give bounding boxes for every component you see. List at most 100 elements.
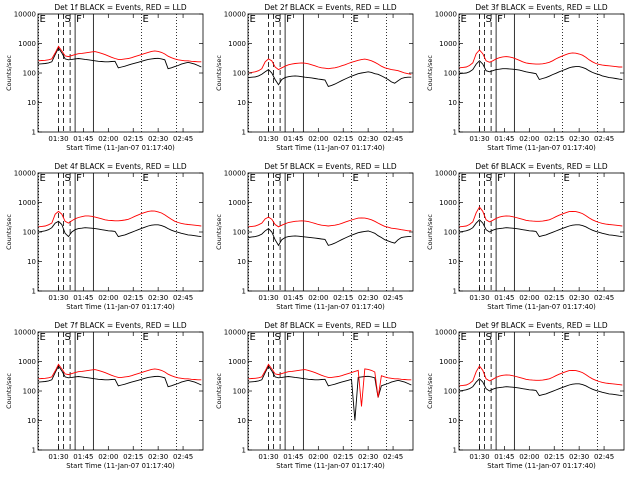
y-tick-label: 100 xyxy=(233,229,246,237)
series-events-line xyxy=(248,228,412,247)
series-events-line xyxy=(38,47,202,70)
panel-1: Det 1f BLACK = Events, RED = LLD E S F E 1 10 1… xyxy=(5,3,204,152)
x-tick-label: 02:15 xyxy=(123,453,143,461)
marker-label: S xyxy=(64,173,70,184)
x-tick-label: 01:30 xyxy=(469,135,489,143)
y-tick-label: 1 xyxy=(242,129,246,137)
y-axis-label: Counts/sec xyxy=(215,55,223,91)
x-tick-label: 01:30 xyxy=(48,453,68,461)
marker-label: F xyxy=(497,14,503,25)
marker-label: F xyxy=(76,173,82,184)
y-tick-label: 100 xyxy=(444,388,457,396)
x-tick-label: 02:15 xyxy=(544,135,564,143)
x-tick-label: 01:30 xyxy=(469,294,489,302)
y-tick-label: 10 xyxy=(27,258,36,266)
panel-2: Det 2f BLACK = Events, RED = LLD E S F E 1 10 1… xyxy=(215,3,414,152)
y-tick-label: 10000 xyxy=(435,11,457,19)
x-tick-label: 02:30 xyxy=(569,294,589,302)
marker-label: S xyxy=(274,332,280,343)
marker-label: S xyxy=(274,173,280,184)
x-tick-label: 01:30 xyxy=(469,453,489,461)
x-tick-label: 02:15 xyxy=(333,294,353,302)
x-tick-label: 02:30 xyxy=(569,135,589,143)
marker-label: E xyxy=(461,173,467,184)
marker-label: E xyxy=(143,14,149,25)
x-axis-label: Start Time (11-Jan-07 01:17:40) xyxy=(276,303,385,311)
x-tick-label: 02:30 xyxy=(358,135,378,143)
x-tick-label: 01:45 xyxy=(494,135,514,143)
x-tick-label: 02:45 xyxy=(594,453,614,461)
y-axis-label: Counts/sec xyxy=(426,55,434,91)
y-tick-label: 1000 xyxy=(228,199,246,207)
x-tick-label: 02:45 xyxy=(173,453,193,461)
marker-label: E xyxy=(564,332,570,343)
marker-label: F xyxy=(497,173,503,184)
y-tick-label: 1 xyxy=(32,447,36,455)
y-tick-label: 10 xyxy=(448,258,457,266)
x-tick-label: 02:30 xyxy=(148,135,168,143)
series-events-line xyxy=(38,365,202,388)
x-tick-label: 01:45 xyxy=(73,135,93,143)
marker-label: E xyxy=(564,14,570,25)
x-axis-label: Start Time (11-Jan-07 01:17:40) xyxy=(66,303,175,311)
series-lld-line xyxy=(248,216,412,232)
x-tick-label: 02:15 xyxy=(333,135,353,143)
series-lld-line xyxy=(459,206,623,228)
x-axis-label: Start Time (11-Jan-07 01:17:40) xyxy=(276,462,385,470)
y-tick-label: 1 xyxy=(453,288,457,296)
y-tick-label: 1 xyxy=(32,288,36,296)
x-tick-label: 02:00 xyxy=(519,135,539,143)
marker-label: E xyxy=(143,173,149,184)
y-axis-label: Counts/sec xyxy=(426,373,434,409)
x-tick-label: 01:30 xyxy=(258,135,278,143)
x-tick-label: 02:00 xyxy=(519,294,539,302)
series-lld-line xyxy=(38,45,202,63)
marker-label: S xyxy=(64,14,70,25)
x-tick-label: 01:45 xyxy=(283,135,303,143)
x-tick-label: 02:30 xyxy=(148,294,168,302)
x-axis-label: Start Time (11-Jan-07 01:17:40) xyxy=(66,462,175,470)
y-tick-label: 1000 xyxy=(439,358,457,366)
y-tick-label: 10000 xyxy=(14,329,36,337)
panel-5: Det 5f BLACK = Events, RED = LLD E S F E 1 10 1… xyxy=(215,162,414,311)
marker-label: S xyxy=(64,332,70,343)
y-tick-label: 10 xyxy=(237,258,246,266)
x-axis-label: Start Time (11-Jan-07 01:17:40) xyxy=(487,462,596,470)
panel-title: Det 6f BLACK = Events, RED = LLD xyxy=(475,162,608,171)
marker-label: E xyxy=(353,14,359,25)
panel-title: Det 1f BLACK = Events, RED = LLD xyxy=(54,3,187,12)
y-axis-label: Counts/sec xyxy=(215,373,223,409)
x-tick-label: 02:00 xyxy=(519,453,539,461)
marker-label: S xyxy=(485,332,491,343)
x-axis-label: Start Time (11-Jan-07 01:17:40) xyxy=(66,144,175,152)
x-tick-label: 01:45 xyxy=(73,453,93,461)
marker-label: S xyxy=(274,14,280,25)
panel-9: Det 9f BLACK = Events, RED = LLD E S F E 1 10 1… xyxy=(426,321,625,470)
y-tick-label: 1000 xyxy=(18,358,36,366)
y-tick-label: 1000 xyxy=(228,358,246,366)
y-tick-label: 1 xyxy=(453,129,457,137)
y-tick-label: 10 xyxy=(27,417,36,425)
y-tick-label: 100 xyxy=(23,388,36,396)
y-tick-label: 1000 xyxy=(439,199,457,207)
y-tick-label: 100 xyxy=(23,229,36,237)
series-events-line xyxy=(248,69,412,87)
marker-label: F xyxy=(76,332,82,343)
y-tick-label: 10 xyxy=(448,417,457,425)
panel-title: Det 2f BLACK = Events, RED = LLD xyxy=(264,3,397,12)
x-tick-label: 02:00 xyxy=(308,294,328,302)
x-tick-label: 02:00 xyxy=(308,135,328,143)
marker-label: F xyxy=(76,14,82,25)
y-tick-label: 10000 xyxy=(14,11,36,19)
x-tick-label: 02:00 xyxy=(98,135,118,143)
y-tick-label: 1 xyxy=(242,288,246,296)
x-axis-label: Start Time (11-Jan-07 01:17:40) xyxy=(487,303,596,311)
x-tick-label: 02:30 xyxy=(358,453,378,461)
marker-label: F xyxy=(497,332,503,343)
series-lld-line xyxy=(459,49,623,69)
plot-frame xyxy=(37,331,204,451)
x-tick-label: 01:30 xyxy=(258,294,278,302)
panel-8: Det 8f BLACK = Events, RED = LLD E S F E 1 10 1… xyxy=(215,321,414,470)
x-tick-label: 02:00 xyxy=(98,294,118,302)
